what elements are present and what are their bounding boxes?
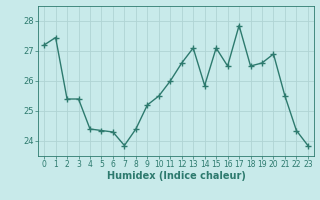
X-axis label: Humidex (Indice chaleur): Humidex (Indice chaleur) [107,171,245,181]
